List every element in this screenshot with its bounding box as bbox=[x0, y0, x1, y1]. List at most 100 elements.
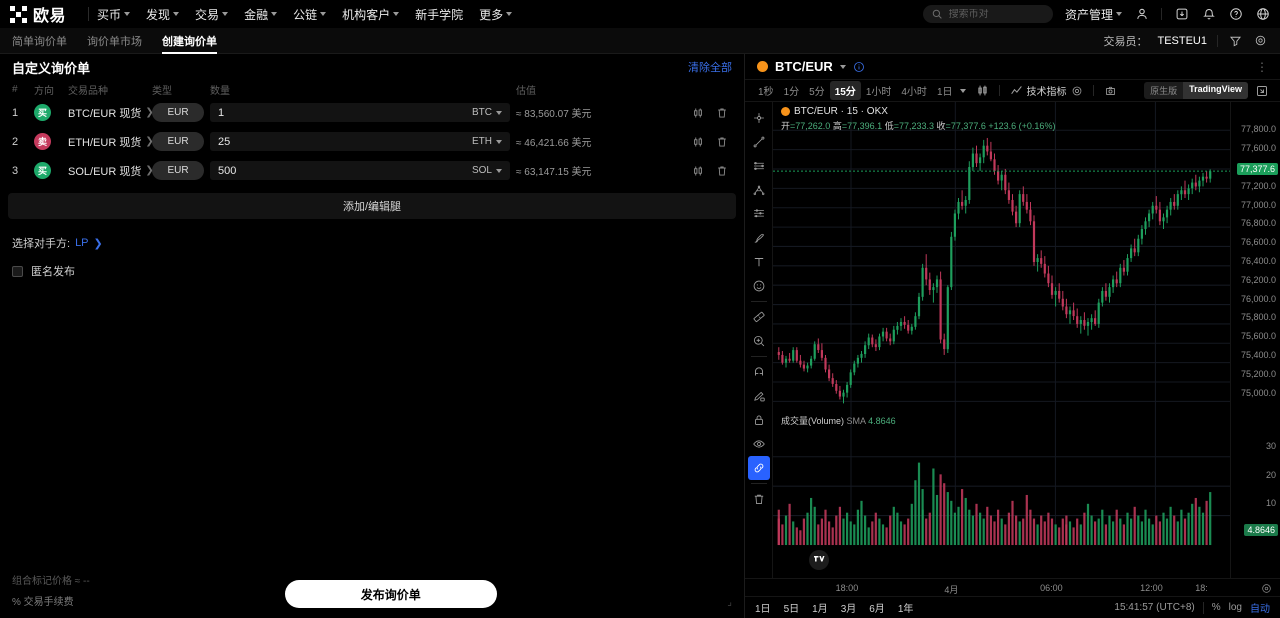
drawing-lock-pencil-icon[interactable] bbox=[748, 384, 770, 408]
publish-rfq-button[interactable]: 发布询价单 bbox=[284, 580, 497, 608]
timeframe-1h[interactable]: 1小时 bbox=[865, 87, 892, 98]
delete-icon[interactable] bbox=[716, 107, 728, 119]
tab-simple-rfq[interactable]: 简单询价单 bbox=[12, 35, 67, 48]
timeframe-1d[interactable]: 1日 bbox=[936, 87, 953, 98]
candlestick-icon[interactable] bbox=[692, 136, 704, 148]
type-pill[interactable]: EUR bbox=[152, 132, 204, 151]
scale-log-toggle[interactable]: log bbox=[1228, 602, 1242, 613]
unit-selector[interactable]: SOL bbox=[472, 165, 502, 176]
link-sync-icon[interactable] bbox=[747, 456, 770, 480]
quantity-input[interactable] bbox=[218, 135, 472, 148]
scale-percent-toggle[interactable]: % bbox=[1211, 602, 1221, 613]
chevron-right-icon[interactable]: ❯ bbox=[93, 237, 103, 250]
range-1y[interactable]: 1年 bbox=[897, 604, 914, 615]
delete-icon[interactable] bbox=[716, 136, 728, 148]
chart-type-icon[interactable] bbox=[976, 84, 989, 97]
unit-selector[interactable]: ETH bbox=[472, 136, 502, 147]
version-tradingview[interactable]: TradingView bbox=[1183, 82, 1248, 99]
nav-item-institution[interactable]: 机构客户 bbox=[342, 6, 400, 23]
quantity-input[interactable] bbox=[218, 106, 472, 119]
anonymous-checkbox[interactable] bbox=[12, 265, 23, 277]
emoji-icon[interactable] bbox=[748, 274, 770, 298]
quantity-field[interactable]: BTC bbox=[210, 103, 510, 122]
range-5d[interactable]: 5日 bbox=[783, 604, 800, 615]
chevron-down-icon[interactable] bbox=[839, 64, 846, 69]
pitchfork-icon[interactable] bbox=[748, 178, 770, 202]
indicators-label[interactable]: 技术指标 bbox=[1026, 87, 1067, 98]
gear-icon[interactable] bbox=[1253, 33, 1268, 48]
unit-selector[interactable]: BTC bbox=[472, 107, 502, 118]
chart-settings-gear-icon[interactable] bbox=[1071, 85, 1083, 97]
tab-create-rfq[interactable]: 创建询价单 bbox=[162, 28, 217, 54]
quantity-field[interactable]: ETH bbox=[210, 132, 510, 151]
trend-line-icon[interactable] bbox=[748, 130, 770, 154]
time-axis[interactable]: 18:00 4月 06:00 12:00 18: bbox=[745, 578, 1280, 596]
instrument-selector[interactable]: BTC/EUR 现货 ❯ bbox=[68, 105, 154, 121]
range-1mo[interactable]: 1月 bbox=[812, 604, 828, 615]
eye-icon[interactable] bbox=[748, 432, 770, 456]
version-native[interactable]: 原生版 bbox=[1150, 86, 1178, 96]
download-icon[interactable] bbox=[1174, 7, 1189, 22]
tradingview-logo[interactable] bbox=[809, 550, 829, 570]
horizontal-lines-icon[interactable] bbox=[748, 154, 770, 178]
chart-plot[interactable]: BTC/EUR · 15 · OKX 开=77,262.0 高=77,396.1… bbox=[773, 102, 1230, 578]
candlestick-icon[interactable] bbox=[692, 107, 704, 119]
type-pill[interactable]: EUR bbox=[152, 161, 204, 180]
scale-auto-toggle[interactable]: 自动 bbox=[1250, 604, 1270, 615]
add-edit-leg-button[interactable]: 添加/编辑腿 bbox=[8, 193, 736, 219]
zoom-in-icon[interactable] bbox=[748, 329, 770, 353]
type-pill[interactable]: EUR bbox=[152, 103, 204, 122]
tab-rfq-market[interactable]: 询价单市场 bbox=[87, 35, 142, 48]
lock-icon[interactable] bbox=[748, 408, 770, 432]
help-icon[interactable] bbox=[1228, 7, 1243, 22]
search-input[interactable] bbox=[948, 8, 1045, 20]
side-cell[interactable]: 买 bbox=[34, 162, 68, 179]
nav-item-chain[interactable]: 公链 bbox=[293, 6, 327, 23]
info-icon[interactable] bbox=[853, 61, 865, 73]
nav-item-finance[interactable]: 金融 bbox=[244, 6, 278, 23]
nav-item-buy[interactable]: 买币 bbox=[97, 6, 131, 23]
range-6mo[interactable]: 6月 bbox=[869, 604, 885, 615]
resize-handle[interactable]: ⌟ bbox=[727, 597, 732, 608]
fib-retracement-icon[interactable] bbox=[748, 202, 770, 226]
nav-item-trade[interactable]: 交易 bbox=[195, 6, 229, 23]
instrument-selector[interactable]: SOL/EUR 现货 ❯ bbox=[68, 163, 154, 179]
brush-icon[interactable] bbox=[748, 226, 770, 250]
range-1d[interactable]: 1日 bbox=[755, 604, 771, 615]
globe-icon[interactable] bbox=[1255, 7, 1270, 22]
search-box[interactable] bbox=[922, 5, 1053, 23]
assets-management-menu[interactable]: 资产管理 bbox=[1065, 6, 1122, 23]
timeframe-1s[interactable]: 1秒 bbox=[758, 87, 774, 98]
timeframe-5m[interactable]: 5分 bbox=[809, 87, 825, 98]
indicator-icon[interactable] bbox=[1010, 84, 1023, 97]
chart-menu-icon[interactable]: ⋮ bbox=[1256, 59, 1268, 74]
nav-item-academy[interactable]: 新手学院 bbox=[415, 6, 463, 23]
price-axis[interactable]: 77,800.077,600.077,400.077,200.077,000.0… bbox=[1230, 102, 1280, 578]
timeframe-1m[interactable]: 1分 bbox=[783, 87, 800, 98]
crosshair-icon[interactable] bbox=[748, 106, 770, 130]
quantity-field[interactable]: SOL bbox=[210, 161, 510, 180]
delete-icon[interactable] bbox=[716, 165, 728, 177]
snapshot-icon[interactable] bbox=[1104, 84, 1117, 97]
quantity-input[interactable] bbox=[218, 164, 472, 177]
instrument-selector[interactable]: ETH/EUR 现货 ❯ bbox=[68, 134, 154, 150]
fullscreen-icon[interactable] bbox=[1256, 85, 1268, 97]
user-icon[interactable] bbox=[1134, 7, 1149, 22]
filter-icon[interactable] bbox=[1228, 33, 1243, 48]
text-icon[interactable] bbox=[748, 250, 770, 274]
side-cell[interactable]: 买 bbox=[34, 104, 68, 121]
okx-logo[interactable]: 欧易 bbox=[10, 2, 66, 26]
measure-ruler-icon[interactable] bbox=[748, 305, 770, 329]
bell-icon[interactable] bbox=[1201, 7, 1216, 22]
trash-icon[interactable] bbox=[748, 487, 770, 511]
candlestick-icon[interactable] bbox=[692, 165, 704, 177]
counterparty-value[interactable]: LP bbox=[75, 237, 89, 249]
magnet-icon[interactable] bbox=[748, 360, 770, 384]
range-3mo[interactable]: 3月 bbox=[840, 604, 857, 615]
axis-settings-icon[interactable] bbox=[1259, 581, 1274, 596]
clear-all-link[interactable]: 清除全部 bbox=[688, 62, 732, 74]
timeframe-15m[interactable]: 15分 bbox=[829, 81, 861, 100]
side-cell[interactable]: 卖 bbox=[34, 133, 68, 150]
nav-item-more[interactable]: 更多 bbox=[479, 6, 513, 23]
chevron-down-icon[interactable] bbox=[959, 88, 966, 93]
